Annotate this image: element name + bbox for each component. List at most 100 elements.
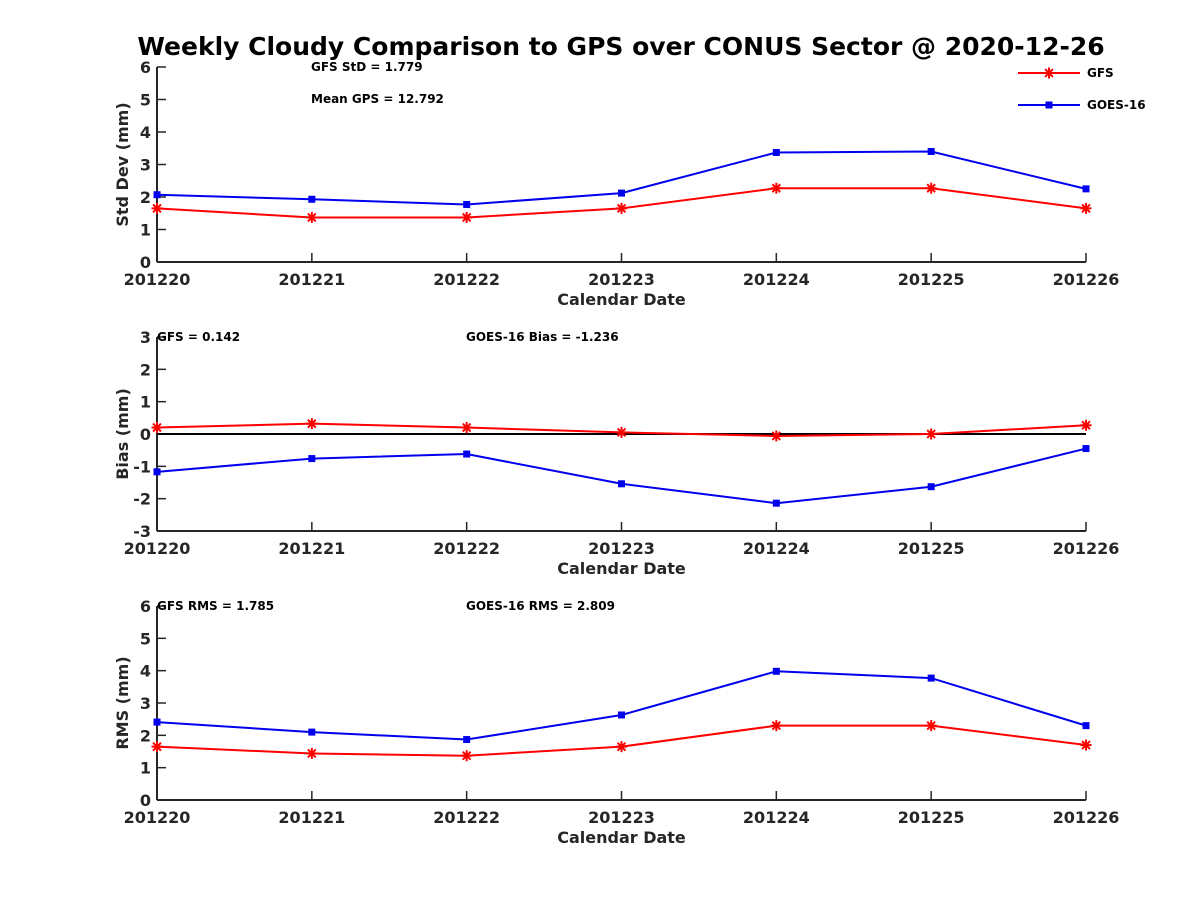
legend-item-gfs: GFS	[1018, 66, 1114, 80]
x-tick-label: 201220	[124, 270, 191, 289]
data-point	[461, 422, 473, 434]
data-point	[925, 428, 937, 440]
data-point	[772, 667, 780, 675]
y-tick-label: -2	[133, 490, 151, 509]
data-point	[463, 200, 471, 208]
x-tick-label: 201221	[278, 808, 345, 827]
data-point	[306, 211, 318, 223]
y-tick-label: 0	[140, 425, 151, 444]
series-goes-16	[153, 445, 1090, 507]
annotation: Mean GPS = 12.792	[311, 92, 444, 106]
data-point	[463, 450, 471, 458]
legend-marker	[1043, 67, 1055, 79]
y-axis-label: Std Dev (mm)	[113, 102, 132, 226]
legend-label: GFS	[1087, 66, 1114, 80]
data-point	[770, 182, 782, 194]
y-tick-label: -3	[133, 522, 151, 541]
annotation: GFS RMS = 1.785	[157, 599, 274, 613]
data-point	[308, 195, 316, 203]
data-point	[306, 747, 318, 759]
series-gfs	[151, 418, 1092, 442]
data-point	[927, 148, 935, 155]
data-point	[308, 728, 316, 736]
data-point	[151, 741, 163, 753]
x-tick-label: 201225	[898, 808, 965, 827]
x-tick-label: 201226	[1053, 539, 1120, 558]
series-goes-16	[153, 148, 1090, 208]
annotation: GFS StD = 1.779	[311, 60, 423, 74]
data-point	[1080, 739, 1092, 751]
series-goes-16	[153, 667, 1090, 744]
y-tick-label: 6	[140, 58, 151, 77]
x-tick-label: 201224	[743, 270, 810, 289]
data-point	[616, 202, 627, 214]
legend: GFS GOES-16	[1018, 66, 1146, 112]
x-tick-label: 201226	[1053, 808, 1120, 827]
data-point	[151, 422, 163, 434]
legend-marker	[1045, 101, 1053, 109]
data-point	[306, 418, 318, 430]
y-tick-label: 0	[140, 791, 151, 810]
data-point	[461, 211, 473, 223]
x-tick-label: 201222	[433, 270, 500, 289]
data-point	[616, 426, 627, 438]
data-point	[153, 468, 161, 476]
x-tick-label: 201223	[588, 539, 655, 558]
data-point	[463, 736, 471, 744]
x-tick-label: 201222	[433, 539, 500, 558]
y-tick-label: 3	[140, 694, 151, 713]
x-tick-label: 201220	[124, 539, 191, 558]
series-gfs	[151, 720, 1092, 762]
y-tick-label: 3	[140, 156, 151, 175]
data-point	[925, 182, 937, 194]
x-tick-label: 201222	[433, 808, 500, 827]
x-tick-label: 201225	[898, 539, 965, 558]
annotation: GFS = 0.142	[157, 330, 240, 344]
x-tick-label: 201226	[1053, 270, 1120, 289]
series-gfs	[151, 182, 1092, 223]
chart-panel-1: 0 1 2 3 4 5 6 201220 201221 201222 201223 201224 201…	[113, 58, 1119, 309]
y-tick-label: 5	[140, 629, 151, 648]
data-point	[770, 720, 782, 732]
y-tick-label: 4	[140, 662, 151, 681]
x-axis-label: Calendar Date	[557, 290, 686, 309]
x-axis-label: Calendar Date	[557, 828, 686, 847]
y-axis-label: Bias (mm)	[113, 388, 132, 480]
y-tick-label: 5	[140, 91, 151, 110]
y-tick-label: 1	[140, 759, 151, 778]
series-line	[156, 447, 1087, 505]
y-tick-label: -1	[133, 457, 151, 476]
y-tick-label: 1	[140, 221, 151, 240]
x-tick-label: 201223	[588, 270, 655, 289]
data-point	[153, 191, 161, 199]
y-axis-label: RMS (mm)	[113, 656, 132, 749]
y-tick-label: 2	[140, 360, 151, 379]
chart-panel-3: 0 1 2 3 4 5 6 201220 201221 201222 201223 201224 201…	[113, 597, 1119, 847]
y-tick-label: 3	[140, 328, 151, 347]
data-point	[153, 718, 161, 726]
data-point	[616, 741, 627, 753]
annotation: GOES-16 RMS = 2.809	[466, 599, 615, 613]
x-tick-label: 201220	[124, 808, 191, 827]
data-point	[927, 674, 935, 682]
data-point	[772, 499, 780, 507]
data-point	[151, 202, 163, 214]
x-tick-label: 201223	[588, 808, 655, 827]
y-tick-label: 0	[140, 253, 151, 272]
x-tick-label: 201221	[278, 270, 345, 289]
x-tick-label: 201221	[278, 539, 345, 558]
x-tick-label: 201224	[743, 539, 810, 558]
x-tick-label: 201224	[743, 808, 810, 827]
data-point	[772, 148, 780, 156]
data-point	[461, 750, 473, 762]
legend-label: GOES-16	[1087, 98, 1146, 112]
y-tick-label: 6	[140, 597, 151, 616]
y-tick-label: 4	[140, 123, 151, 142]
annotation: GOES-16 Bias = -1.236	[466, 330, 619, 344]
data-point	[1080, 202, 1092, 214]
chart-panel-2: -3 -2 -1 0 1 2 3 201220 201221 201222 201223 201224…	[113, 328, 1119, 578]
data-point	[1080, 419, 1092, 431]
data-point	[308, 455, 316, 463]
data-point	[618, 711, 625, 719]
